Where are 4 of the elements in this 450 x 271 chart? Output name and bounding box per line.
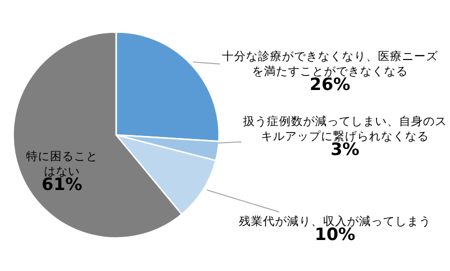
slice-label: 残業代が減り、収入が減ってしまう bbox=[239, 214, 431, 228]
slice-label: 特に困ることはない bbox=[26, 149, 98, 178]
slice-label: 扱う症例数が減ってしまい、自身のスキルアップに繋げられなくなる bbox=[243, 114, 447, 143]
slice-label: 十分な診療ができなくなり、医療ニーズを満たすことができなくなる bbox=[222, 49, 439, 78]
